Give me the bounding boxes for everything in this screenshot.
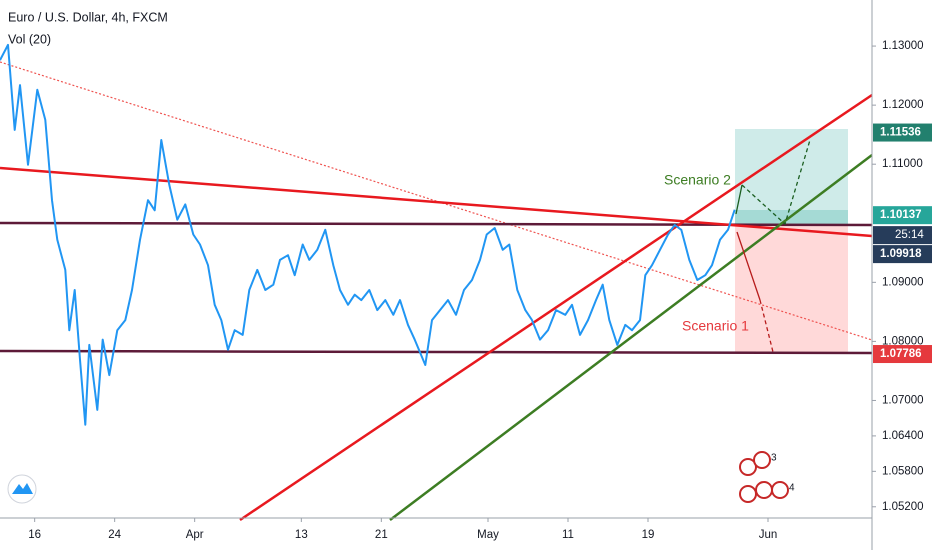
x-tick-label: 13	[295, 529, 308, 541]
countdown-box	[873, 226, 932, 245]
price-label: 1.07786	[880, 348, 922, 360]
countdown: 25:14	[895, 229, 924, 241]
scenario-2-arrow	[741, 139, 811, 226]
y-tick-label: 1.05200	[882, 501, 924, 513]
y-tick-label: 1.06400	[882, 430, 924, 442]
event-icon	[739, 485, 757, 503]
event-icon	[753, 451, 771, 469]
price-label-box	[873, 206, 932, 225]
event-icon	[755, 481, 773, 499]
price-label: 1.10137	[880, 209, 922, 221]
annotation: Scenario 2	[664, 172, 731, 188]
y-tick-label: 1.13000	[882, 40, 924, 52]
y-tick-label: 1.09000	[882, 276, 924, 288]
event-icon	[739, 458, 757, 476]
x-tick-label: May	[477, 529, 499, 541]
stop-zone	[735, 224, 848, 352]
y-tick-label: 1.05800	[882, 465, 924, 477]
event-icon	[771, 481, 789, 499]
price-label: 1.11536	[880, 127, 921, 139]
scenario-1-arrow	[736, 231, 761, 301]
price-label-box	[873, 123, 932, 142]
x-tick-label: 19	[642, 529, 655, 541]
price-line	[0, 43, 736, 426]
price-label-box	[873, 345, 932, 364]
price-axis	[872, 0, 932, 550]
price-label-box	[873, 245, 932, 264]
event-count: 3	[771, 453, 777, 464]
x-tick-label: 21	[375, 529, 388, 541]
event-count: 4	[789, 483, 795, 494]
scenario-1-arrow	[759, 299, 774, 353]
logo-icon	[12, 483, 33, 494]
annotation: Scenario 1	[682, 318, 749, 334]
chart-title: Euro / U.S. Dollar, 4h, FXCM	[8, 10, 168, 24]
target-zone	[735, 129, 848, 224]
indicator-label: Vol (20)	[8, 32, 51, 46]
x-tick-label: 24	[108, 529, 121, 541]
ascending-channel-line	[389, 154, 873, 521]
x-tick-label: 16	[28, 529, 41, 541]
ascending-trendline	[239, 93, 873, 522]
y-tick-label: 1.08000	[882, 335, 924, 347]
y-tick-label: 1.11000	[882, 158, 923, 170]
y-tick-label: 1.12000	[882, 99, 924, 111]
x-tick-label: Jun	[759, 529, 778, 541]
x-tick-label: Apr	[186, 529, 204, 541]
support-line	[0, 349, 873, 355]
y-tick-label: 1.07000	[882, 394, 924, 406]
price-label: 1.09918	[880, 248, 922, 260]
scenario-2-arrow	[735, 184, 743, 215]
descending-trendline	[0, 166, 873, 238]
x-tick-label: 11	[562, 529, 574, 541]
